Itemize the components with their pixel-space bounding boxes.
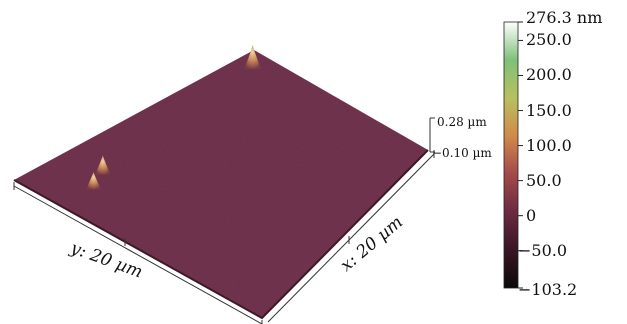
surface-texture bbox=[14, 50, 428, 318]
z-scale-top-label: 0.28 µm bbox=[437, 115, 487, 129]
x-axis-line bbox=[267, 153, 435, 323]
colorbar-tick-label: 0 bbox=[526, 205, 537, 225]
surface-peak bbox=[243, 44, 262, 70]
y-axis-line bbox=[13, 185, 263, 324]
colorbar bbox=[503, 21, 523, 289]
colorbar-tick-label: 150.0 bbox=[526, 100, 572, 120]
surface-edge bbox=[13, 149, 429, 320]
surface-peak bbox=[86, 172, 101, 190]
colorbar-tick-label: 100.0 bbox=[526, 135, 572, 155]
colorbar-min-label: −103.2 bbox=[518, 280, 578, 299]
surface-peak bbox=[95, 155, 111, 175]
colorbar-tick-label: −50.0 bbox=[518, 240, 568, 260]
axes bbox=[13, 117, 435, 324]
surface bbox=[13, 44, 429, 320]
z-scale-bottom-label: −0.10 µm bbox=[432, 146, 492, 160]
colorbar-tick-label: 250.0 bbox=[526, 30, 572, 50]
colorbar-gradient bbox=[503, 21, 519, 289]
colorbar-max-label: 276.3 nm bbox=[526, 8, 603, 27]
colorbar-tick-label: 50.0 bbox=[526, 170, 562, 190]
colorbar-tick-label: 200.0 bbox=[526, 65, 572, 85]
